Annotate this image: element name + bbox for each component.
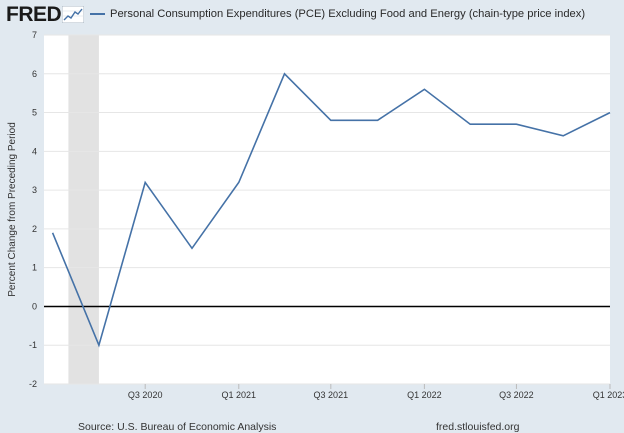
x-tick-label: Q1 2022 bbox=[407, 390, 442, 400]
legend-label: Personal Consumption Expenditures (PCE) … bbox=[110, 8, 586, 20]
x-tick-label: Q1 2021 bbox=[222, 390, 257, 400]
plot-area bbox=[44, 35, 610, 384]
y-tick-label: 5 bbox=[32, 108, 37, 118]
y-tick-label: 2 bbox=[32, 224, 37, 234]
y-tick-label: 3 bbox=[32, 185, 37, 195]
y-tick-label: 7 bbox=[32, 30, 37, 40]
y-tick-label: -1 bbox=[29, 340, 37, 350]
source-note: Source: U.S. Bureau of Economic Analysis bbox=[78, 421, 277, 433]
y-tick-label: 6 bbox=[32, 69, 37, 79]
x-tick-label: Q3 2021 bbox=[314, 390, 349, 400]
source-url[interactable]: fred.stlouisfed.org bbox=[436, 421, 520, 433]
y-axis-ticks: -2 -1 0 1 2 3 4 5 6 7 bbox=[29, 30, 37, 389]
y-tick-label: 0 bbox=[32, 301, 37, 311]
x-axis-ticks: Q3 2020 Q1 2021 Q3 2021 Q1 2022 Q3 2022 Q1 20… bbox=[128, 384, 624, 400]
recession-shading bbox=[68, 35, 99, 384]
trend-line-icon bbox=[62, 6, 84, 23]
y-tick-label: 4 bbox=[32, 146, 37, 156]
x-tick-label: Q1 2023 bbox=[593, 390, 624, 400]
chart-header: FRED Personal Consumption Expenditures (… bbox=[0, 0, 624, 30]
y-tick-label: -2 bbox=[29, 379, 37, 389]
series-line[interactable] bbox=[51, 72, 611, 348]
y-tick-label: 1 bbox=[32, 263, 37, 273]
gridlines bbox=[44, 34, 610, 385]
chart-legend[interactable]: Personal Consumption Expenditures (PCE) … bbox=[90, 8, 585, 20]
x-tick-label: Q3 2020 bbox=[128, 390, 163, 400]
legend-swatch bbox=[90, 13, 105, 15]
x-tick-label: Q3 2022 bbox=[499, 390, 534, 400]
fred-logo[interactable]: FRED bbox=[6, 3, 62, 26]
y-axis-title: Percent Change from Preceding Period bbox=[7, 122, 18, 297]
